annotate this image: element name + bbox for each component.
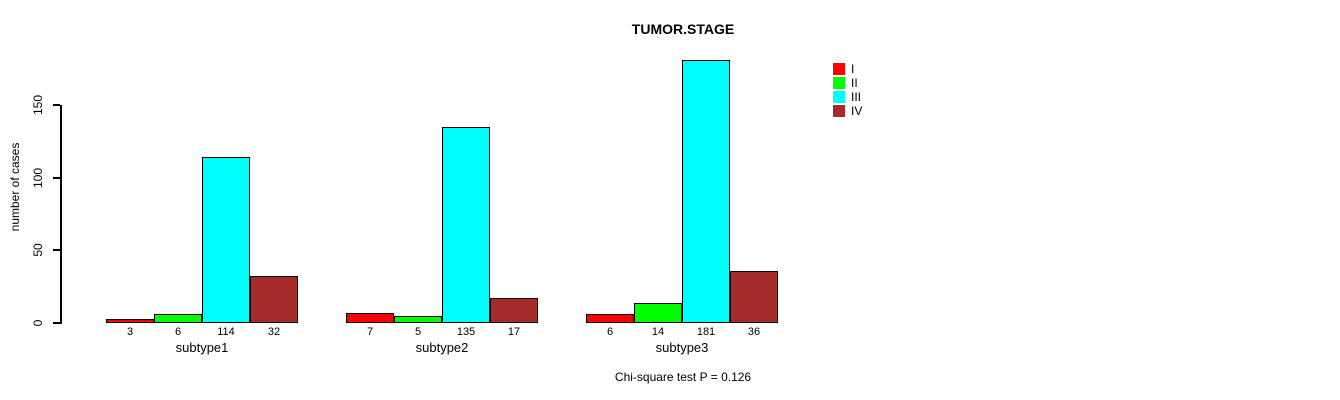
- bar-value-label: 114: [217, 326, 235, 338]
- bar-value-label: 6: [174, 326, 182, 338]
- bar-subtype3-III: [682, 59, 730, 323]
- bar-subtype1-I: [106, 318, 154, 323]
- legend-item-I: I: [833, 62, 862, 76]
- y-axis-tick: [53, 104, 60, 106]
- bar-subtype2-III: [442, 126, 490, 323]
- bar-subtype1-IV: [250, 276, 298, 323]
- category-label-subtype1: subtype1: [175, 340, 229, 355]
- bar-value-label: 36: [747, 326, 761, 338]
- bar-value-label: 7: [366, 326, 374, 338]
- bar-subtype1-III: [202, 157, 250, 323]
- bar-subtype3-II: [634, 302, 682, 323]
- legend-label-I: I: [851, 62, 855, 76]
- y-axis-tick: [53, 249, 60, 252]
- legend-label-III: III: [851, 90, 862, 104]
- legend-item-IV: IV: [833, 104, 862, 118]
- bar-value-label: 135: [456, 326, 476, 338]
- bar-value-label: 32: [267, 326, 281, 338]
- bar-subtype3-IV: [730, 270, 778, 323]
- bar-value-label: 17: [507, 326, 521, 338]
- category-label-subtype2: subtype2: [415, 340, 469, 355]
- bar-subtype1-II: [154, 314, 202, 323]
- y-axis-tick-label: 0: [31, 319, 45, 327]
- bar-subtype2-IV: [490, 298, 538, 323]
- legend-label-IV: IV: [851, 104, 863, 118]
- y-axis-tick-label: 150: [31, 94, 45, 116]
- legend-swatch-IV: [833, 105, 845, 117]
- y-axis-tick-label: 50: [31, 243, 45, 258]
- legend-label-II: II: [851, 76, 858, 90]
- y-axis-tick: [53, 176, 60, 179]
- y-axis-tick-label: 100: [31, 167, 45, 188]
- legend-swatch-III: [833, 91, 845, 103]
- y-axis-label: number of cases: [8, 142, 22, 232]
- chart-title: TUMOR.STAGE: [631, 21, 735, 37]
- bar-subtype3-I: [586, 314, 634, 323]
- legend-swatch-I: [833, 63, 845, 75]
- bar-value-label: 14: [651, 326, 665, 338]
- legend-swatch-II: [833, 77, 845, 89]
- category-label-subtype3: subtype3: [655, 340, 709, 355]
- bar-value-label: 6: [606, 326, 614, 338]
- legend-item-II: II: [833, 76, 862, 90]
- bar-value-label: 5: [414, 326, 422, 338]
- bar-value-label: 3: [126, 326, 134, 338]
- bar-subtype2-II: [394, 315, 442, 323]
- y-axis-tick: [53, 322, 60, 324]
- legend-item-III: III: [833, 90, 862, 104]
- chi-square-note: Chi-square test P = 0.126: [614, 370, 752, 384]
- bar-subtype2-I: [346, 312, 394, 323]
- y-axis-line: [60, 105, 62, 324]
- legend: I II III IV: [833, 62, 862, 118]
- bar-value-label: 181: [696, 326, 716, 338]
